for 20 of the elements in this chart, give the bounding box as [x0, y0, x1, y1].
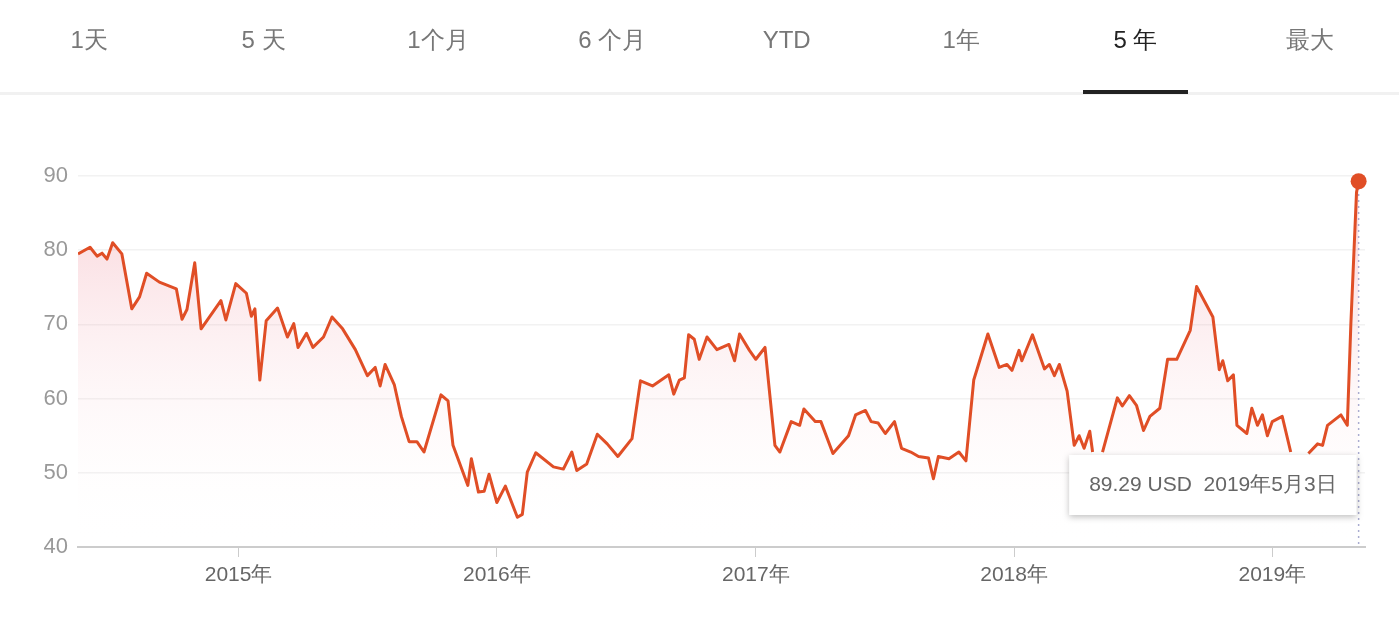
annotation: 89.29 USD 2019年5月3日	[1089, 471, 1337, 495]
y-tick-label: 70	[43, 310, 68, 336]
y-tick-label: 90	[43, 162, 68, 188]
x-tick-label: 2016年	[463, 562, 531, 586]
text: 1年	[942, 25, 980, 55]
x-tick-label: 2015年	[204, 562, 273, 586]
text: 5 年	[1113, 25, 1158, 55]
y-tick-label: 80	[43, 236, 68, 262]
y-tick-label: 50	[43, 458, 68, 484]
text: 1天	[70, 25, 108, 55]
text: 最大	[1285, 25, 1334, 55]
text: 6 个月	[578, 25, 647, 55]
text: YTD	[762, 26, 811, 54]
x-tick-label: 2018年	[980, 562, 1048, 586]
text: 5 天	[241, 25, 286, 55]
x-tick-label: 2019年	[1238, 562, 1307, 586]
y-tick-label: 40	[43, 533, 68, 559]
y-tick-label: 60	[43, 384, 68, 410]
x-tick-label: 2017年	[721, 562, 790, 586]
text: 1个月	[407, 25, 469, 55]
